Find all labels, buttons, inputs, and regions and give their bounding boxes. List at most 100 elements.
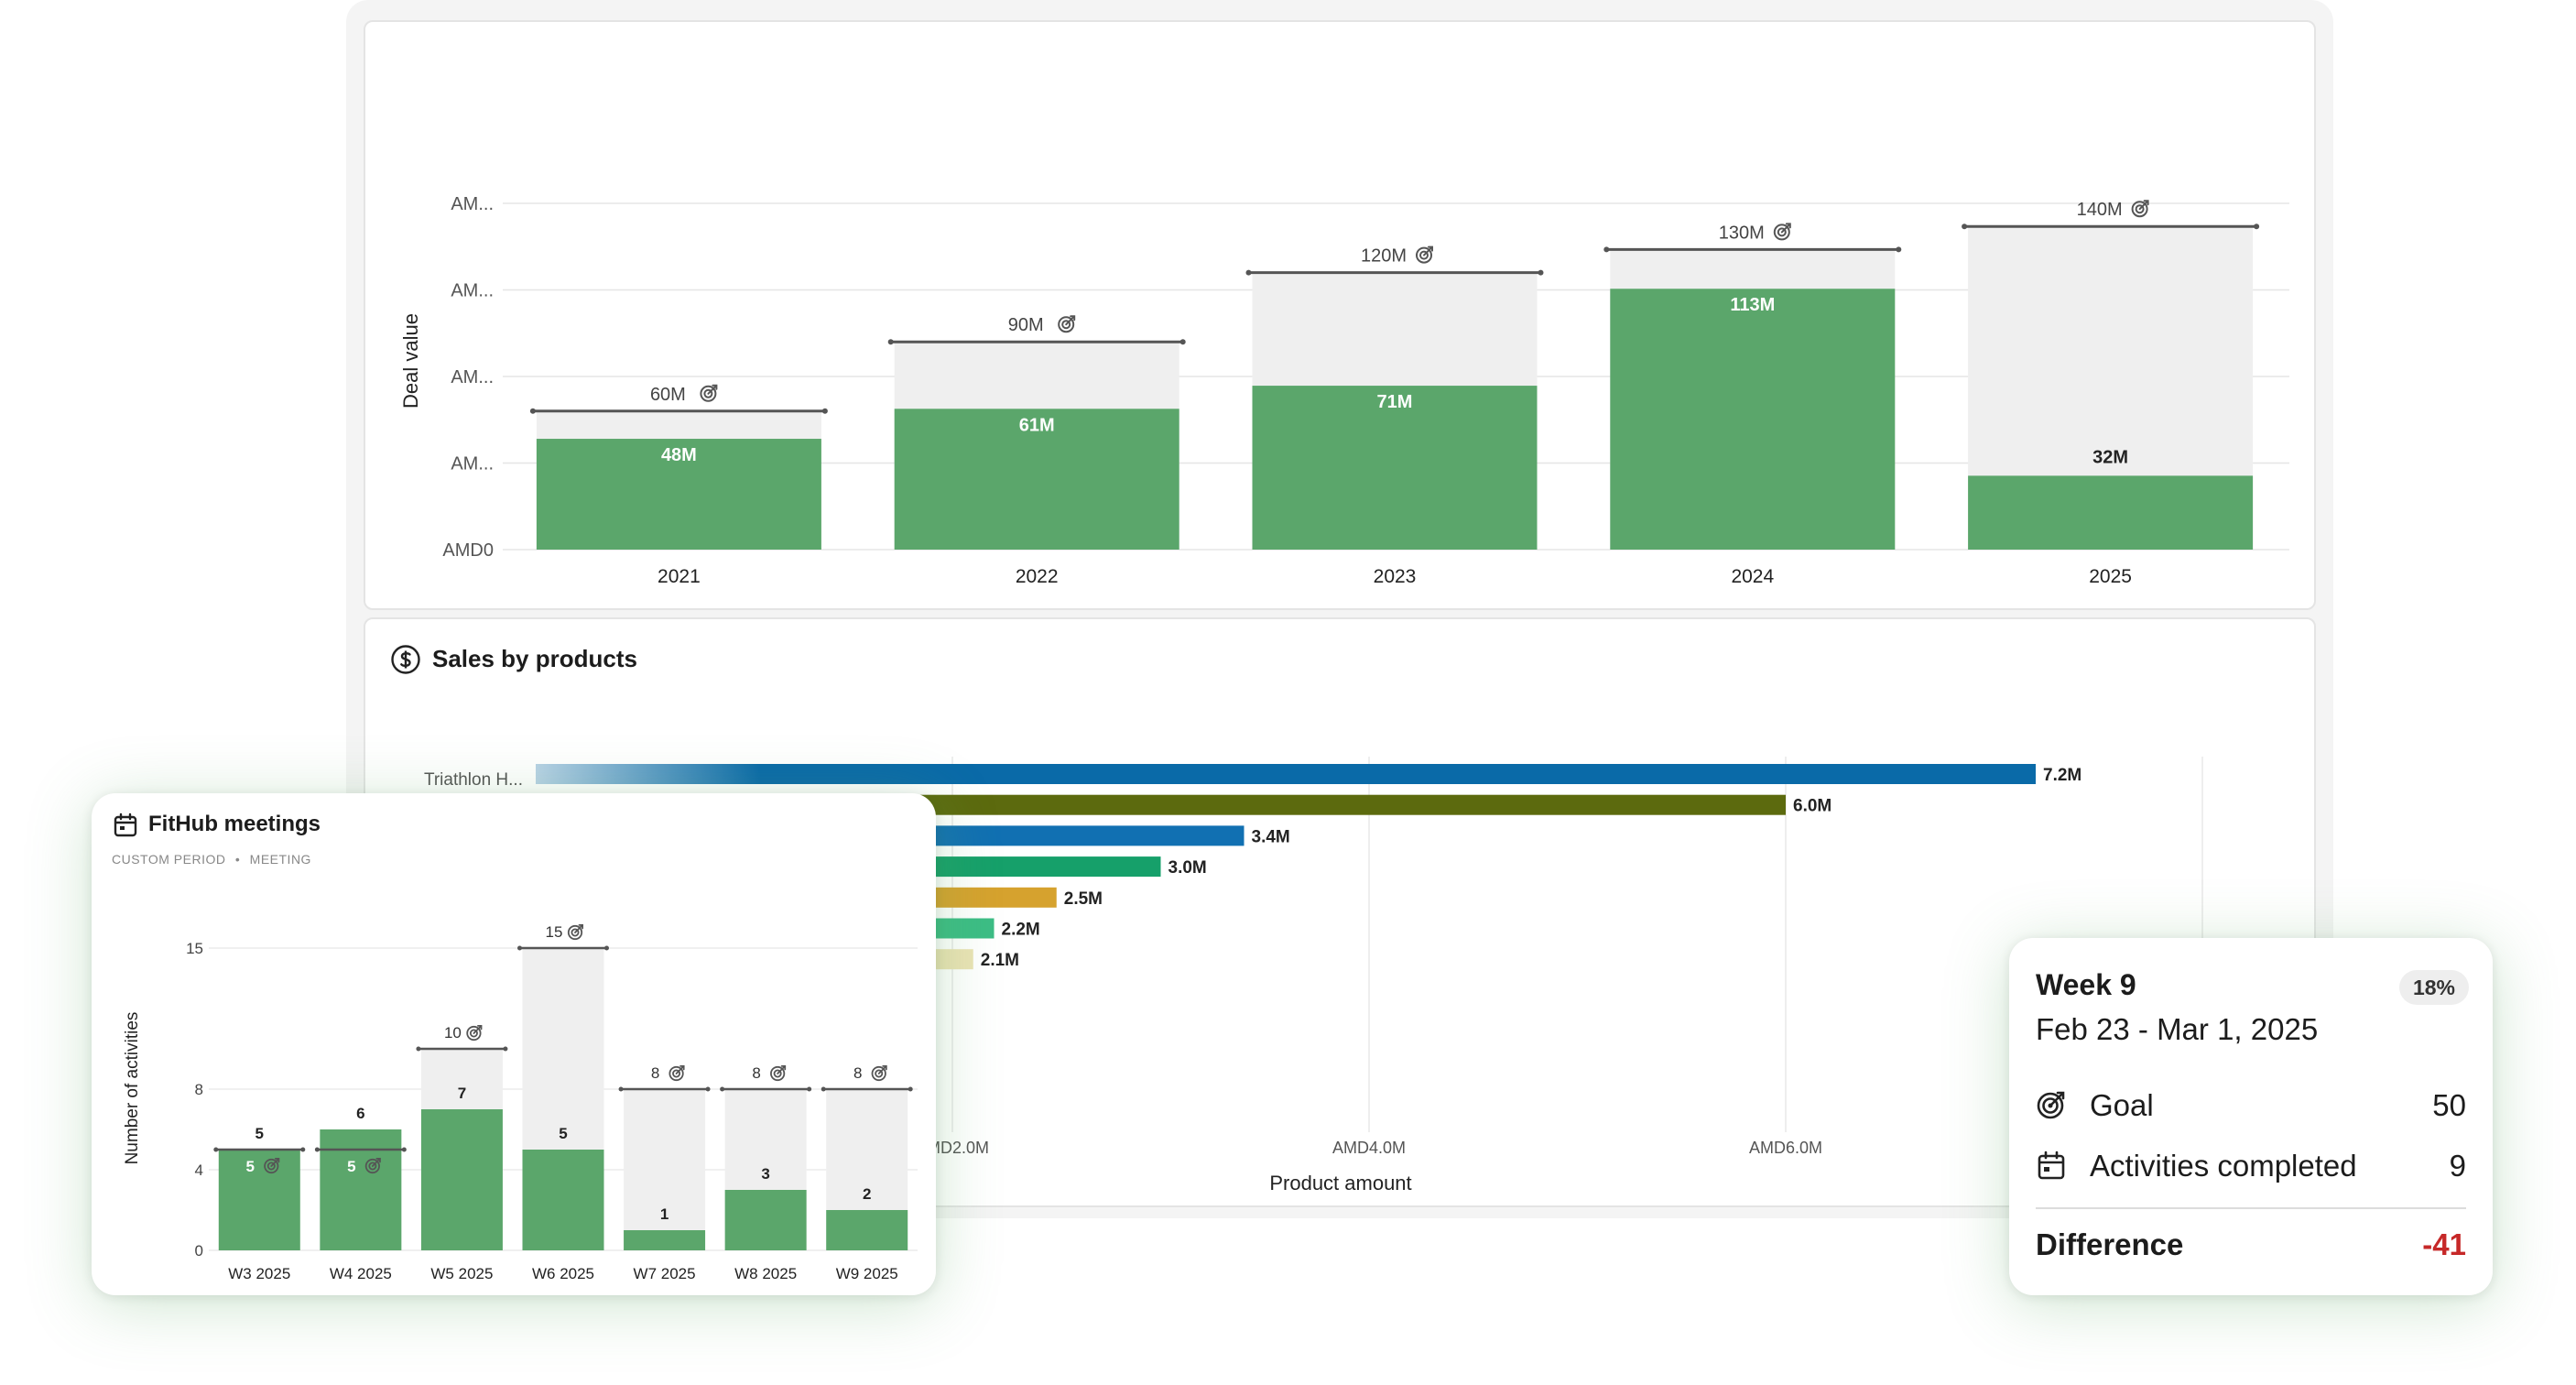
target-outer-ring xyxy=(668,1065,684,1082)
target-inner-ring xyxy=(1061,320,1071,330)
meetings-actual-bar xyxy=(218,1150,300,1250)
target-inner-ring xyxy=(2135,204,2145,214)
meetings-goal-line-cap xyxy=(821,1086,826,1092)
deal-value-panel: AMD0 AM... AM... AM... AM... Deal value 60M 48M… xyxy=(364,20,2316,610)
deal-actual-bar xyxy=(1968,475,2254,550)
deal-actual-bar xyxy=(536,439,821,550)
target-outer-ring xyxy=(1058,316,1075,333)
meetings-goal-line-cap xyxy=(908,1086,913,1092)
sales-value-label: 3.0M xyxy=(1168,858,1207,878)
target-outer-ring xyxy=(364,1158,380,1174)
goal-target-icon xyxy=(466,1024,483,1041)
meetings-goal-line-cap xyxy=(314,1147,320,1152)
target-arrow-head xyxy=(882,1064,887,1071)
goal-target-icon xyxy=(567,923,584,941)
completion-badge: 18% xyxy=(2399,970,2469,1005)
meetings-goal-line-cap xyxy=(503,1046,508,1052)
meetings-type-label: MEETING xyxy=(249,852,311,867)
difference-label: Difference xyxy=(2036,1227,2184,1261)
dollar-circle-icon xyxy=(391,645,420,674)
target-inner-ring xyxy=(773,1069,782,1078)
deal-xtick-label: 2021 xyxy=(658,566,701,587)
target-inner-ring xyxy=(875,1069,884,1078)
activities-completed-label: Activities completed xyxy=(2090,1149,2357,1183)
deal-goal-line-cap xyxy=(1896,246,1902,253)
deal-goal-line-cap xyxy=(1962,224,1968,230)
deal-ytick-label: AMD0 xyxy=(442,540,494,561)
target-inner-ring xyxy=(571,928,580,937)
sales-bar xyxy=(536,764,2036,784)
target-outer-ring xyxy=(264,1158,279,1174)
deal-goal-line-cap xyxy=(887,339,894,345)
target-inner-ring xyxy=(703,388,713,398)
deal-ytick-label: AM... xyxy=(451,367,494,387)
sales-xtick-label: AMD6.0M xyxy=(1749,1139,1822,1157)
meetings-ytick-label: 0 xyxy=(195,1242,203,1260)
meetings-ytick-label: 8 xyxy=(195,1081,203,1098)
meetings-actual-bar xyxy=(320,1129,402,1250)
meetings-goal-line-cap xyxy=(517,945,522,951)
goal-target-icon xyxy=(1416,245,1433,264)
meetings-value-label: 3 xyxy=(761,1165,769,1183)
goal-target-icon xyxy=(668,1064,685,1082)
target-arrow-head xyxy=(679,1064,685,1071)
deal-actual-bar xyxy=(1610,289,1896,550)
target-inner-ring xyxy=(368,1161,377,1171)
goal-target-icon xyxy=(871,1064,887,1082)
sales-category-label: Triathlon H... xyxy=(424,770,523,790)
target-arrow xyxy=(675,1065,684,1074)
meetings-subtitle: CUSTOM PERIOD • MEETING xyxy=(112,852,311,867)
meetings-value-label: 5 xyxy=(255,1125,264,1142)
target-inner-ring xyxy=(469,1029,478,1038)
deal-xtick-label: 2022 xyxy=(1016,566,1059,587)
meetings-xtick-label: W6 2025 xyxy=(532,1265,594,1282)
goal-target-icon xyxy=(700,384,718,402)
target-arrow-head xyxy=(1785,223,1791,229)
meetings-value-label: 7 xyxy=(458,1085,466,1102)
deal-goal-label: 140M xyxy=(2077,200,2123,220)
goal-target-icon xyxy=(2131,200,2149,218)
meetings-xtick-label: W8 2025 xyxy=(734,1265,797,1282)
meetings-goal-line-cap xyxy=(604,945,609,951)
deal-ytick-label: AM... xyxy=(451,281,494,301)
sales-value-label: 7.2M xyxy=(2043,766,2081,785)
difference-value: -41 xyxy=(2422,1227,2466,1261)
meetings-goal-line-cap xyxy=(720,1086,725,1092)
goal-value: 50 xyxy=(2432,1088,2466,1122)
sales-value-label: 2.5M xyxy=(1064,889,1103,909)
target-arrow xyxy=(777,1065,786,1074)
meetings-actual-bar xyxy=(624,1230,706,1250)
sales-xtick-label: AMD4.0M xyxy=(1332,1139,1406,1157)
goal-label: Goal xyxy=(2090,1088,2154,1122)
goal-target-icon xyxy=(364,1157,381,1174)
goal-target-icon xyxy=(1058,315,1076,333)
target-arrow xyxy=(877,1065,886,1074)
target-outer-ring xyxy=(2131,201,2148,218)
target-outer-ring xyxy=(770,1065,786,1082)
target-arrow-head xyxy=(780,1064,787,1071)
meetings-actual-bar xyxy=(826,1210,908,1250)
calendar-check-icon xyxy=(2038,1151,2065,1180)
deal-yaxis-label: Deal value xyxy=(399,313,422,409)
deal-ytick-label: AM... xyxy=(451,454,494,474)
deal-value-label: 71M xyxy=(1377,392,1413,412)
meetings-xtick-label: W9 2025 xyxy=(836,1265,898,1282)
deal-goal-line-cap xyxy=(1538,269,1544,276)
target-arrow xyxy=(270,1158,279,1167)
deal-actual-bar xyxy=(894,409,1179,550)
sales-xaxis-label: Product amount xyxy=(1269,1172,1411,1194)
goal-target-icon xyxy=(770,1064,787,1082)
meetings-value-label: 1 xyxy=(660,1205,668,1223)
meetings-ytick-label: 15 xyxy=(186,940,203,957)
target-arrow xyxy=(2138,201,2148,211)
target-outer-ring xyxy=(700,385,717,402)
meetings-value-label: 2 xyxy=(863,1185,871,1203)
deal-goal-line-cap xyxy=(821,408,828,414)
deal-goal-line-cap xyxy=(1179,339,1186,345)
deal-value-label: 32M xyxy=(2092,447,2128,467)
meetings-yaxis-label: Number of activities xyxy=(123,1012,142,1165)
deal-value-label: 113M xyxy=(1730,295,1775,315)
meetings-value-label: 5 xyxy=(559,1125,567,1142)
target-arrow-head xyxy=(712,384,718,390)
deal-goal-label: 90M xyxy=(1008,315,1044,335)
